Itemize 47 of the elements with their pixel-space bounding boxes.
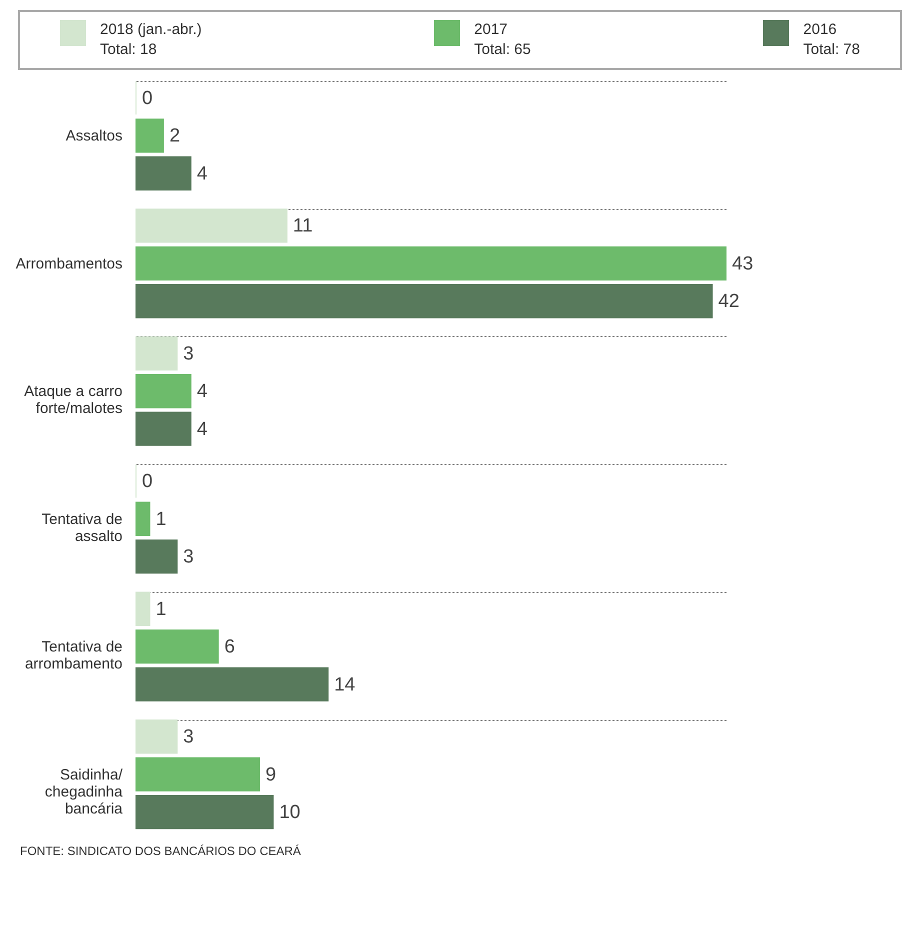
bar bbox=[136, 592, 150, 626]
y-tick-label: Arrombamentos bbox=[16, 255, 122, 272]
y-tick-label: Tentativa de assalto bbox=[42, 510, 122, 545]
bar bbox=[136, 757, 260, 792]
bar bbox=[136, 720, 178, 754]
data-label: 4 bbox=[196, 163, 208, 184]
data-label: 1 bbox=[156, 508, 166, 530]
data-label: 43 bbox=[732, 253, 754, 274]
data-label: 0 bbox=[142, 88, 153, 109]
data-label: 3 bbox=[183, 546, 194, 568]
bar bbox=[136, 630, 219, 664]
data-label: 3 bbox=[183, 343, 194, 364]
y-tick-label: Tentativa de arrombamento bbox=[24, 638, 122, 673]
data-label: 6 bbox=[224, 636, 235, 658]
data-label: 42 bbox=[718, 291, 740, 312]
bar bbox=[136, 118, 164, 153]
bar bbox=[136, 502, 150, 536]
bar bbox=[136, 794, 274, 830]
legend-label: 2017 bbox=[474, 20, 509, 40]
y-tick-label: Saidinha/ chegadinha bancária bbox=[44, 766, 124, 818]
bar bbox=[136, 336, 178, 371]
y-tick-label: Ataque a carro forte/malotes bbox=[24, 383, 122, 418]
bar bbox=[136, 412, 192, 446]
data-label: 4 bbox=[196, 418, 208, 440]
bar bbox=[136, 208, 288, 243]
bar bbox=[136, 156, 192, 190]
data-label: 10 bbox=[279, 802, 300, 824]
text: Total: 18 bbox=[100, 40, 158, 60]
legend-label: 2016 bbox=[803, 20, 838, 40]
data-label: 4 bbox=[196, 381, 208, 402]
data-label: 11 bbox=[292, 216, 313, 237]
data-label: 14 bbox=[334, 674, 356, 696]
data-label: 3 bbox=[183, 726, 194, 748]
annotation: FONTE: SINDICATO DOS BANCÁRIOS DO CEARÁ bbox=[20, 844, 302, 858]
bar bbox=[136, 539, 178, 574]
bar bbox=[136, 667, 329, 702]
data-label: 2 bbox=[169, 126, 180, 147]
data-label: 0 bbox=[142, 471, 153, 492]
bar bbox=[136, 284, 713, 318]
data-label: 1 bbox=[156, 598, 166, 620]
legend-label: 2018 (jan.-abr.) bbox=[100, 20, 202, 40]
text: Total: 78 bbox=[803, 40, 860, 60]
y-tick-label: Assaltos bbox=[66, 128, 122, 145]
bar bbox=[136, 374, 192, 408]
text: Total: 65 bbox=[474, 40, 531, 60]
data-label: 9 bbox=[265, 764, 276, 786]
bar bbox=[136, 246, 726, 280]
